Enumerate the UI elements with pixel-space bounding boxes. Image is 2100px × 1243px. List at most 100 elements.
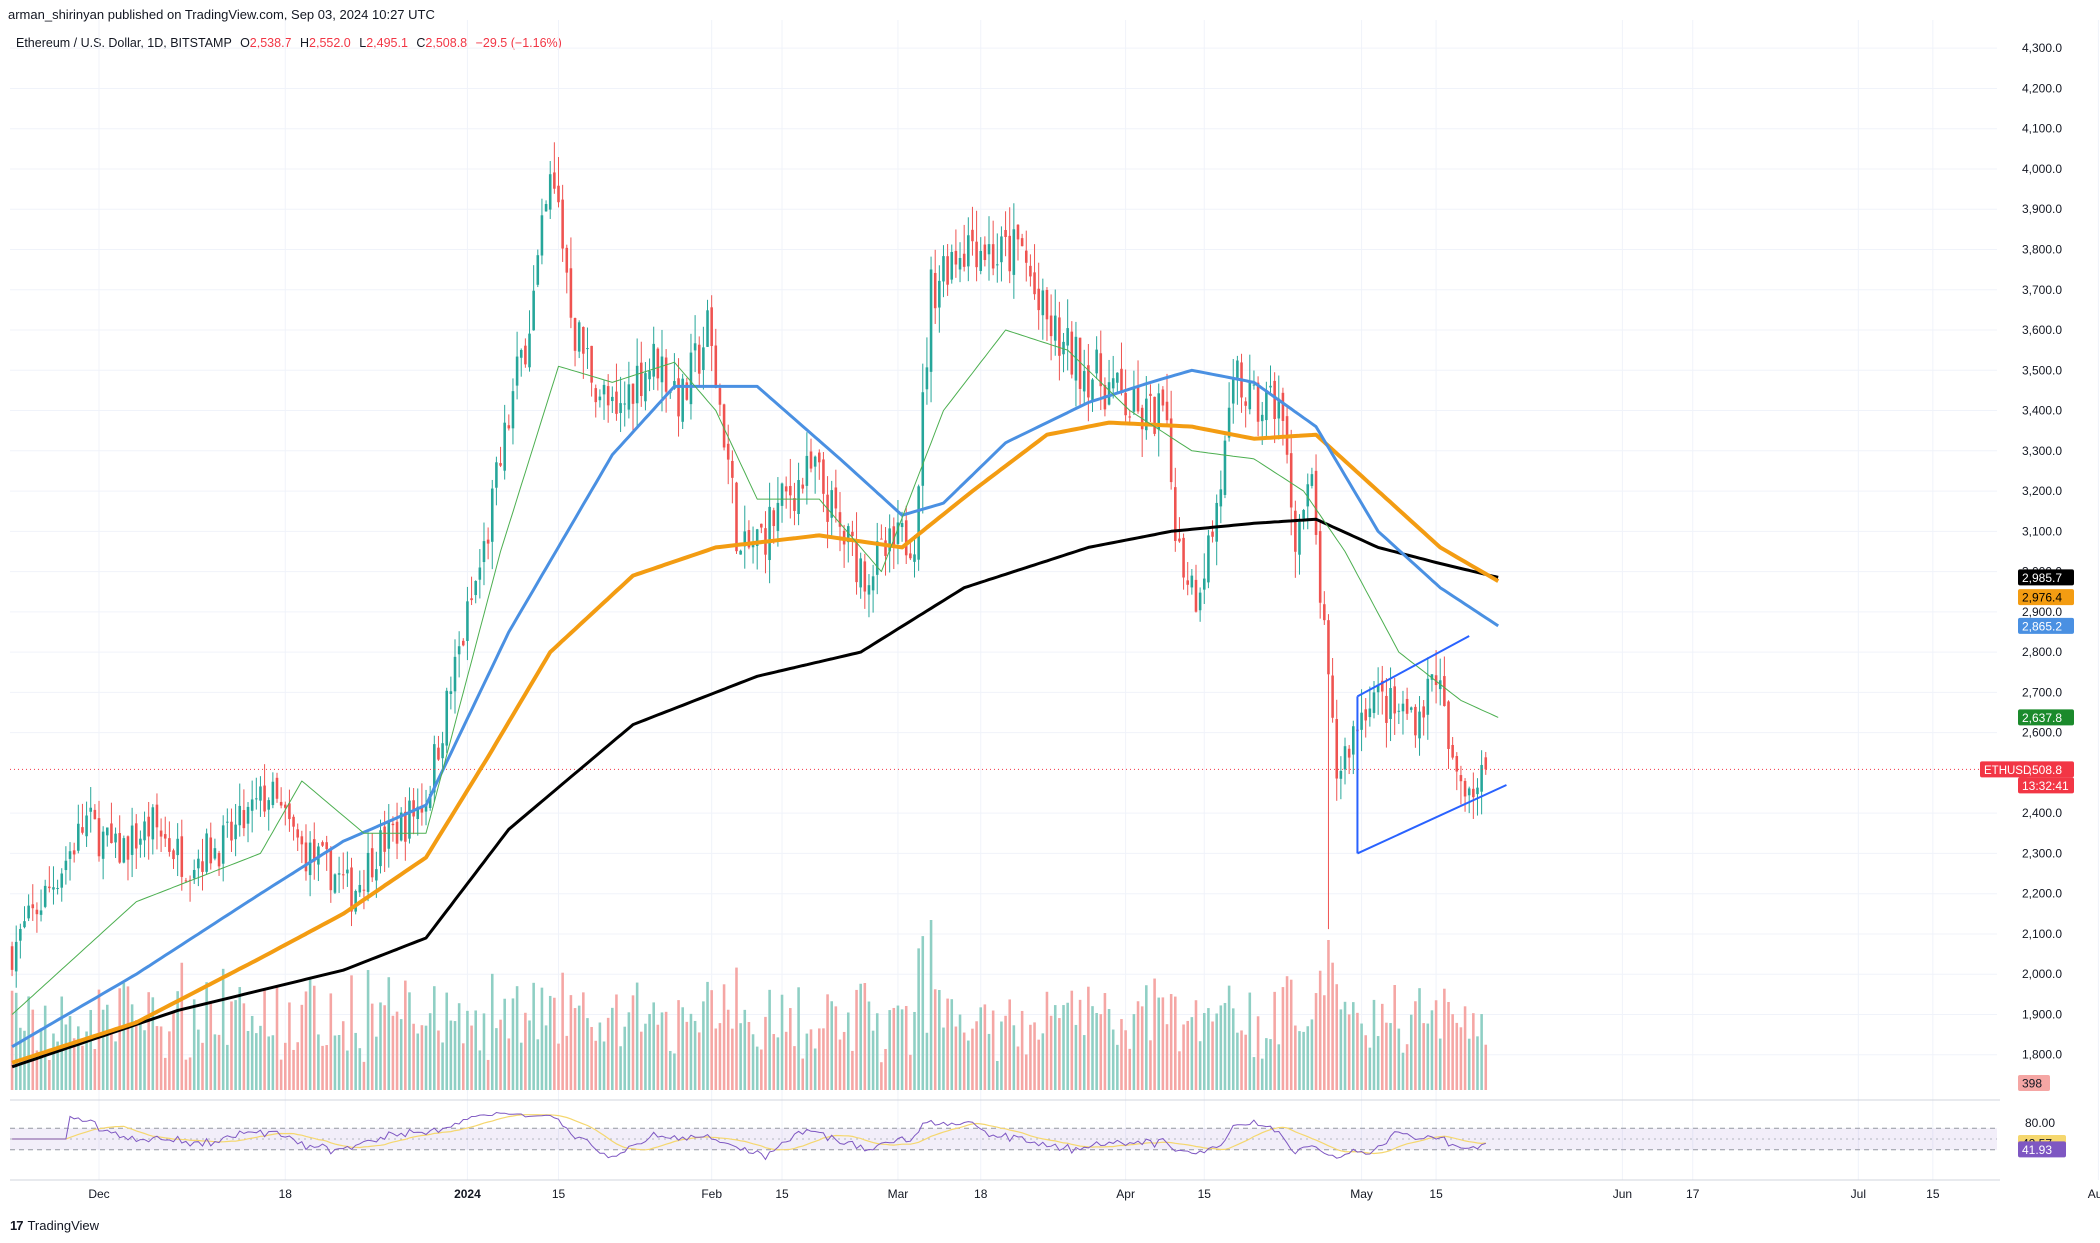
candle-body — [130, 825, 134, 855]
volume-bar — [453, 1021, 457, 1090]
candle-body — [904, 520, 908, 556]
candle-body — [1136, 387, 1140, 412]
candle-body — [573, 318, 577, 351]
volume-bar — [751, 1034, 755, 1090]
rsi-value-tag — [2018, 1141, 2066, 1158]
volume-bar — [230, 1001, 233, 1090]
last-price-text: 2,508.8 — [2022, 763, 2062, 777]
volume-bar — [172, 1011, 175, 1090]
ma-value-text: 2,985.7 — [2022, 571, 2062, 585]
candle-body — [884, 540, 887, 556]
volume-bar — [586, 1018, 589, 1090]
volume-bar — [602, 1041, 606, 1090]
footer-brand[interactable]: 17 TradingView — [10, 1218, 99, 1233]
volume-bar — [888, 1010, 891, 1090]
volume-bar — [1352, 1002, 1355, 1090]
volume-bar — [213, 1034, 217, 1090]
candle-body — [14, 941, 18, 972]
volume-bar — [337, 1035, 341, 1090]
candle-body — [10, 946, 14, 970]
volume-bar — [846, 1012, 850, 1090]
symbol-title[interactable]: Ethereum / U.S. Dollar, 1D, BITSTAMP — [16, 36, 232, 50]
candle-body — [250, 799, 254, 811]
volume-bar — [681, 1007, 684, 1090]
volume-bar — [1020, 1010, 1024, 1090]
candle-body — [387, 821, 391, 849]
volume-bar — [1281, 987, 1285, 1090]
candle-body — [114, 833, 117, 843]
candle-body — [1347, 748, 1351, 758]
candle-body — [1087, 365, 1090, 398]
volume-bar — [362, 1061, 366, 1090]
candle-body — [312, 839, 316, 862]
candle-body — [478, 567, 482, 580]
candle-body — [1194, 579, 1198, 612]
candle-body — [677, 378, 680, 417]
candle-body — [967, 235, 970, 267]
candle-body — [226, 821, 229, 823]
volume-bar — [60, 996, 64, 1090]
candle-body — [441, 743, 444, 759]
candle-body — [1186, 580, 1189, 585]
candle-body — [702, 347, 705, 371]
candle-body — [1414, 706, 1417, 736]
candle-body — [528, 333, 531, 368]
volume-bar — [159, 1026, 163, 1090]
volume-bar — [466, 1010, 469, 1090]
volume-bar — [1029, 1024, 1032, 1090]
volume-bar — [110, 1029, 113, 1090]
volume-bar — [1285, 976, 1289, 1090]
candle-body — [958, 258, 962, 270]
candle-body — [1004, 230, 1007, 238]
footer-brand-text: TradingView — [27, 1218, 100, 1233]
volume-bar — [573, 1008, 577, 1090]
volume-bar — [950, 999, 954, 1090]
volume-bar — [1082, 1035, 1086, 1090]
volume-bar — [197, 1029, 200, 1090]
candle-body — [722, 404, 726, 448]
candle-body — [283, 804, 287, 808]
candle-body — [544, 204, 548, 212]
candle-body — [582, 326, 585, 354]
candle-body — [789, 485, 792, 496]
volume-bar — [648, 1013, 651, 1090]
volume-bar — [644, 1023, 647, 1090]
candle-body — [321, 842, 324, 846]
candle-body — [805, 455, 809, 486]
candle-body — [975, 241, 978, 268]
volume-bar — [1443, 988, 1446, 1090]
candle-body — [1364, 709, 1367, 721]
volume-bar — [449, 1020, 453, 1090]
candle-body — [1219, 489, 1223, 507]
volume-bar — [1149, 1040, 1152, 1090]
candle-body — [1202, 578, 1206, 590]
volume-bar — [1447, 1001, 1450, 1090]
candle-body — [1020, 238, 1024, 247]
candle-body — [159, 830, 163, 837]
volume-bar — [217, 1034, 221, 1090]
candle-body — [300, 836, 304, 845]
volume-bar — [1244, 1034, 1247, 1090]
candle-body — [1116, 372, 1119, 383]
volume-bar — [1033, 1022, 1036, 1090]
volume-bar — [97, 989, 101, 1090]
volume-bar — [1207, 1008, 1210, 1090]
volume-bar — [81, 1045, 84, 1090]
volume-bar — [747, 1021, 751, 1090]
candle-body — [1207, 535, 1210, 583]
candle-body — [168, 838, 171, 852]
candle-body — [996, 264, 999, 266]
volume-bar — [1145, 985, 1148, 1090]
volume-bar — [474, 1010, 477, 1090]
candle-body — [768, 506, 771, 561]
volume-bar — [192, 999, 196, 1090]
candle-body — [192, 869, 196, 879]
candle-body — [1231, 379, 1235, 404]
candle-body — [846, 526, 850, 543]
candle-body — [68, 851, 72, 859]
candle-body — [453, 656, 457, 692]
volume-bar — [1273, 991, 1276, 1090]
candle-body — [557, 185, 560, 203]
volume-bar — [1397, 1028, 1401, 1090]
